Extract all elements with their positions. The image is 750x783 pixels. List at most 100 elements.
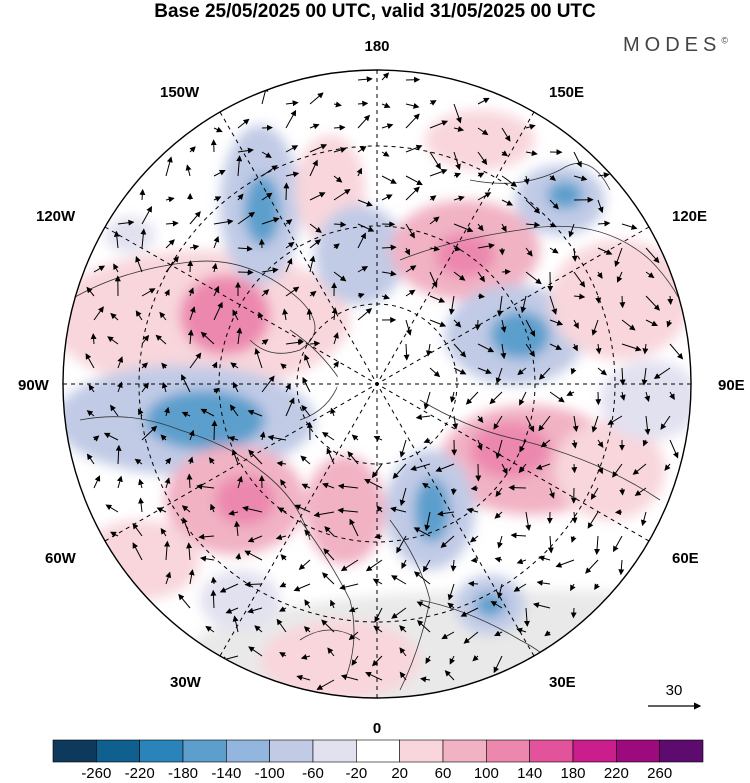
- wind-vector: [381, 194, 393, 201]
- wind-vector: [399, 671, 407, 681]
- wind-vector: [669, 343, 684, 360]
- colorbar-swatch: [399, 739, 444, 763]
- coastlines: [69, 162, 691, 698]
- colorbar-swatch: [572, 739, 617, 763]
- wind-vector: [392, 463, 407, 479]
- wind-vector: [425, 343, 432, 357]
- wind-vector: [571, 511, 578, 524]
- wind-vector: [247, 409, 263, 417]
- wind-vector: [374, 607, 383, 623]
- wind-vector: [525, 319, 536, 337]
- wind-vector: [642, 439, 649, 447]
- colorbar-label: 20: [391, 765, 408, 782]
- wind-vector: [267, 434, 287, 441]
- wind-vector: [357, 146, 367, 153]
- wind-vector: [666, 319, 673, 328]
- wind-vector: [489, 391, 503, 405]
- anomaly-blob-neg_mid: [315, 205, 405, 305]
- wind-vector: [573, 271, 586, 288]
- colorbar-labels: -260 -220 -180 -140 -100 -60 -20 20 60 100 140 180 2…: [81, 765, 672, 782]
- wind-vector: [493, 655, 503, 674]
- colorbar-swatch: [269, 739, 314, 763]
- wind-vector: [86, 410, 95, 417]
- wind-vector: [405, 175, 423, 186]
- wind-vector: [132, 522, 143, 537]
- wind-vector: [501, 268, 511, 275]
- colorbar-label: -260: [81, 765, 111, 782]
- graticule: [63, 70, 691, 698]
- wind-vector: [285, 383, 291, 393]
- colorbar-label: -140: [211, 765, 241, 782]
- wind-vector: [211, 262, 218, 273]
- label-90w: 90W: [18, 377, 50, 394]
- wind-vector: [210, 576, 217, 585]
- wind-vector: [110, 312, 119, 321]
- wind-vector: [283, 182, 290, 201]
- wind-vector: [437, 510, 455, 517]
- wind-vector: [225, 607, 239, 614]
- colorbar-label: -220: [125, 765, 155, 782]
- wind-vector: [413, 527, 431, 537]
- wind-vector: [453, 343, 467, 358]
- colorbar-label: 100: [474, 765, 499, 782]
- wind-vector: [495, 367, 503, 384]
- wind-vector: [525, 199, 541, 214]
- wind-vector: [596, 271, 603, 279]
- wind-vector: [331, 307, 338, 321]
- colorbar-label: 140: [517, 765, 542, 782]
- colorbar: [52, 739, 704, 763]
- wind-vector: [525, 511, 532, 531]
- wind-vector: [93, 306, 104, 321]
- wind-vector: [403, 343, 410, 361]
- wind-vector: [453, 271, 466, 281]
- wind-vector: [187, 456, 194, 465]
- wind-vector: [261, 289, 270, 297]
- wind-vector: [513, 583, 527, 592]
- wind-vector: [568, 223, 575, 238]
- wind-vector: [519, 391, 527, 406]
- wind-vector: [213, 169, 226, 177]
- wind-vector: [501, 463, 508, 475]
- wind-vector: [440, 535, 455, 548]
- anomaly-blob-neg_deep: [547, 181, 583, 209]
- wind-vector: [669, 391, 675, 400]
- wind-vector: [523, 607, 530, 627]
- wind-vector: [405, 186, 420, 201]
- wind-vector: [494, 630, 503, 636]
- wind-vector: [645, 271, 655, 279]
- anomaly-blob-pos_light: [260, 620, 420, 698]
- colorbar-label: -180: [168, 765, 198, 782]
- wind-vector: [501, 175, 518, 187]
- wind-vector: [285, 109, 297, 129]
- wind-vector: [465, 391, 479, 405]
- wind-vector: [516, 627, 527, 634]
- wind-vector: [301, 483, 311, 490]
- brand-text: MODES: [623, 34, 722, 56]
- wind-vector: [535, 463, 551, 470]
- wind-vector: [205, 625, 215, 633]
- wind-vector: [497, 295, 503, 317]
- wind-vector: [422, 482, 431, 489]
- wind-vector: [306, 308, 313, 321]
- wind-vector: [347, 451, 359, 465]
- wind-vector: [572, 343, 578, 352]
- wind-vector: [181, 411, 191, 418]
- wind-vector: [477, 192, 492, 201]
- wind-vector: [653, 367, 671, 379]
- wind-vector: [404, 247, 410, 256]
- wind-vector: [189, 352, 202, 369]
- wind-vector: [357, 223, 375, 232]
- reference-vector: 30: [648, 682, 702, 710]
- wind-vector: [477, 243, 495, 249]
- wind-vector: [302, 376, 311, 393]
- wind-vector: [641, 367, 648, 386]
- colorbar-swatch: [182, 739, 227, 763]
- wind-vector: [544, 630, 551, 637]
- wind-vector: [429, 100, 437, 106]
- wind-vector: [219, 583, 239, 593]
- wind-vector: [189, 306, 196, 321]
- wind-vector: [282, 308, 289, 321]
- wind-vector: [333, 271, 347, 282]
- label-150w: 150W: [160, 84, 200, 101]
- wind-vector: [435, 463, 455, 472]
